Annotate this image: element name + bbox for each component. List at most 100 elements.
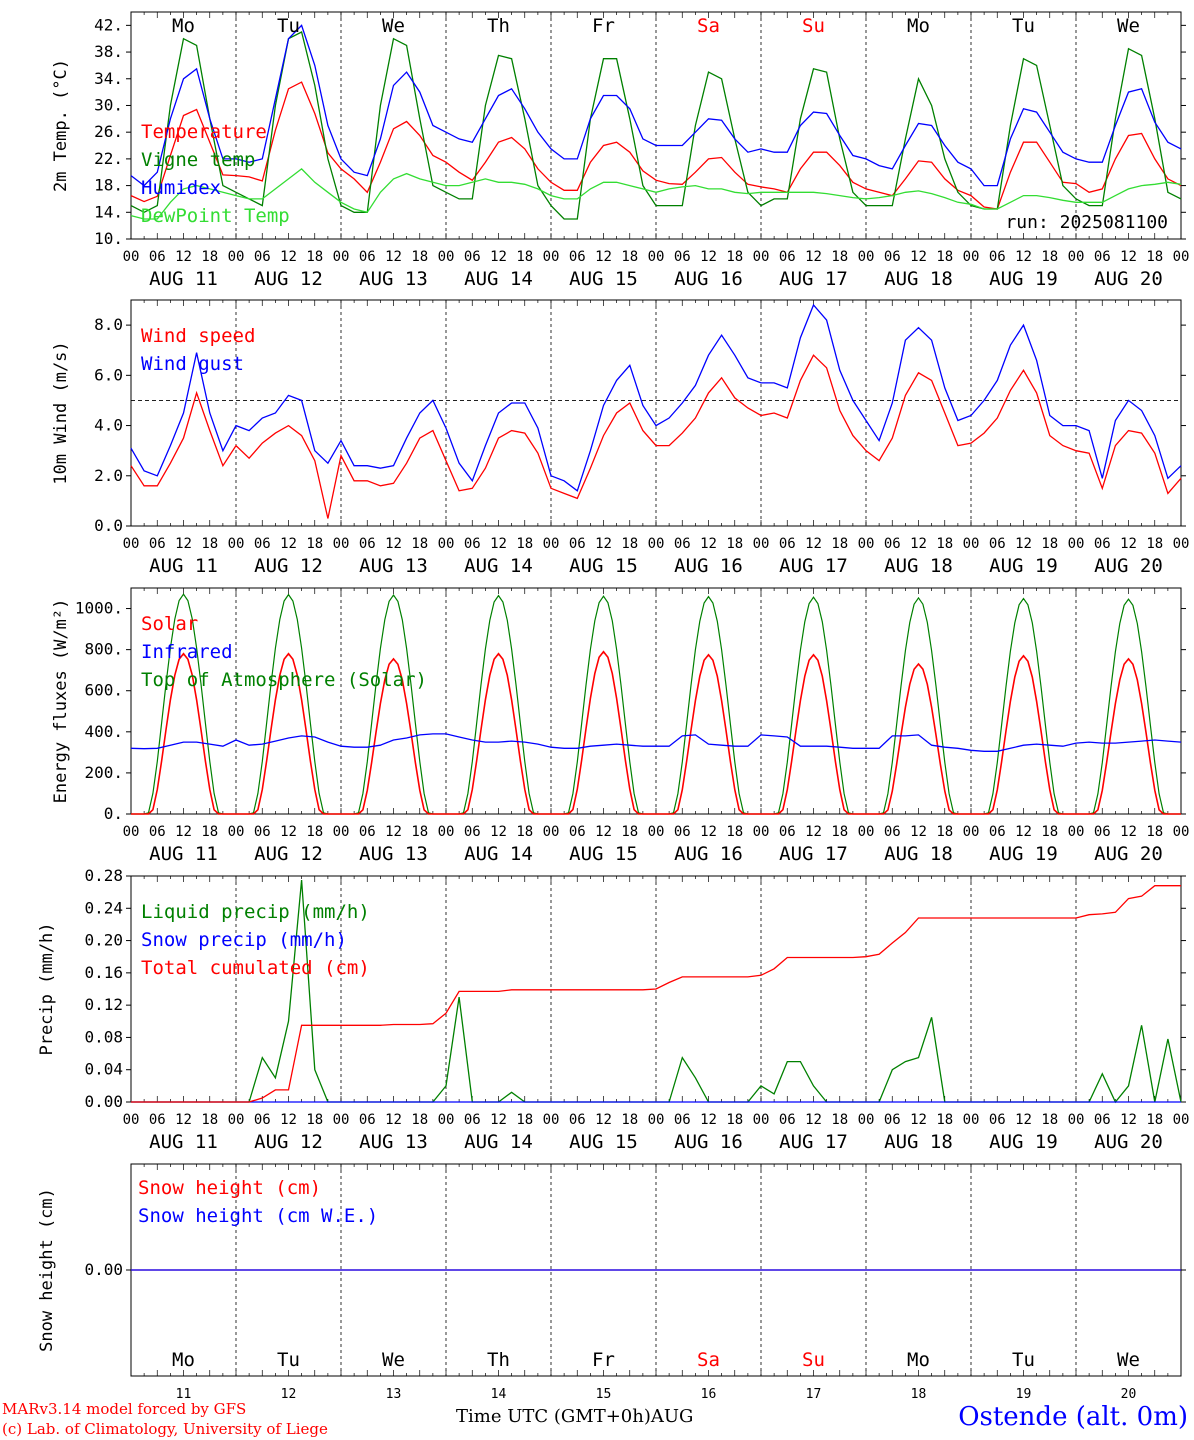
hour-tick-label: 12: [700, 824, 717, 840]
hour-tick-label: 12: [385, 824, 402, 840]
legend-entry: Temperature: [141, 121, 267, 143]
hour-tick-label: 12: [700, 1112, 717, 1128]
hour-tick-label: 12: [1015, 1112, 1032, 1128]
hour-tick-label: 18: [201, 824, 218, 840]
hour-tick-label: 06: [254, 824, 271, 840]
hour-tick-label: 06: [779, 824, 796, 840]
date-label: AUG 11: [149, 268, 218, 290]
hour-tick-label: 00: [858, 824, 875, 840]
weekday-label: Su: [802, 15, 825, 37]
weekday-label: Th: [487, 1349, 510, 1371]
date-label: AUG 15: [569, 555, 638, 577]
legend-entry: Snow height (cm W.E.): [138, 1205, 378, 1227]
date-label: AUG 13: [359, 268, 428, 290]
hour-tick-label: 00: [333, 824, 350, 840]
legend-entry: Liquid precip (mm/h): [141, 901, 370, 923]
series-2: [130, 303, 1182, 492]
date-label: AUG 15: [569, 1131, 638, 1153]
hour-tick-label: 00: [753, 824, 770, 840]
date-label: AUG 18: [884, 555, 953, 577]
hour-tick-label: 06: [779, 249, 796, 265]
date-label: AUG 18: [884, 843, 953, 865]
weekday-label: Sa: [697, 1349, 720, 1371]
hour-tick-label: 18: [411, 536, 428, 552]
hour-tick-label: 12: [700, 249, 717, 265]
hour-tick-label: 18: [621, 249, 638, 265]
y-tick-label: 34.: [94, 69, 123, 88]
day-number: 18: [911, 1387, 927, 1402]
hour-tick-label: 18: [1041, 824, 1058, 840]
hour-tick-label: 12: [1120, 824, 1137, 840]
series-1: [130, 354, 1182, 519]
hour-tick-label: 06: [884, 249, 901, 265]
hour-tick-label: 06: [989, 536, 1006, 552]
hour-tick-label: 06: [989, 249, 1006, 265]
hour-tick-label: 00: [543, 536, 560, 552]
hour-tick-label: 12: [1120, 536, 1137, 552]
hour-tick-label: 12: [1015, 824, 1032, 840]
panel-3: 0. 200. 400. 600. 800. 1000.Energy fluxes (W/…: [51, 587, 1189, 865]
panel-4: 0.00 0.04 0.08 0.12 0.16 0.20 0.24 0.28 Precip (…: [37, 866, 1189, 1153]
hour-tick-label: 00: [858, 1112, 875, 1128]
hour-tick-label: 18: [1041, 536, 1058, 552]
y-tick-label: 0.28: [84, 866, 123, 885]
y-tick-label: 0.00: [84, 1092, 123, 1111]
day-number: 11: [176, 1387, 192, 1402]
day-number: 20: [1121, 1387, 1137, 1402]
legend-entry: Total cumulated (cm): [141, 957, 370, 979]
weekday-label: Fr: [592, 1349, 615, 1371]
date-label: AUG 16: [674, 843, 743, 865]
day-number: 15: [596, 1387, 612, 1402]
hour-tick-label: 06: [884, 824, 901, 840]
hour-tick-label: 18: [621, 1112, 638, 1128]
hour-tick-label: 12: [1120, 249, 1137, 265]
hour-tick-label: 00: [228, 249, 245, 265]
hour-tick-label: 00: [963, 536, 980, 552]
hour-tick-label: 06: [464, 249, 481, 265]
hour-tick-label: 06: [884, 536, 901, 552]
hour-tick-label: 00: [123, 249, 140, 265]
date-label: AUG 11: [149, 1131, 218, 1153]
legend-entry: Wind speed: [141, 325, 255, 347]
hour-tick-label: 06: [254, 1112, 271, 1128]
y-tick-label: 6.0: [94, 365, 123, 384]
y-tick-label: 800.: [84, 640, 123, 659]
hour-tick-label: 06: [359, 824, 376, 840]
hour-tick-label: 06: [359, 536, 376, 552]
hour-tick-label: 12: [1015, 249, 1032, 265]
hour-tick-label: 18: [831, 249, 848, 265]
hour-tick-label: 18: [936, 536, 953, 552]
legend-entry: Snow height (cm): [138, 1177, 321, 1199]
series-infrared: [130, 733, 1182, 752]
date-label: AUG 12: [254, 1131, 323, 1153]
hour-tick-label: 06: [779, 1112, 796, 1128]
y-tick-label: 8.0: [94, 315, 123, 334]
series-1: [130, 81, 1182, 210]
hour-tick-label: 12: [490, 824, 507, 840]
series-3: [130, 24, 1182, 187]
date-label: AUG 15: [569, 268, 638, 290]
hour-tick-label: 12: [280, 1112, 297, 1128]
y-tick-label: 0.04: [84, 1060, 123, 1079]
y-tick-label: 0.0: [94, 516, 123, 535]
date-label: AUG 11: [149, 555, 218, 577]
y-tick-label: 400.: [84, 722, 123, 741]
hour-tick-label: 12: [595, 1112, 612, 1128]
date-label: AUG 17: [779, 555, 848, 577]
hour-tick-label: 00: [123, 824, 140, 840]
hour-tick-label: 12: [490, 249, 507, 265]
hour-tick-label: 00: [333, 1112, 350, 1128]
hour-tick-label: 00: [753, 249, 770, 265]
hour-tick-label: 12: [175, 1112, 192, 1128]
date-label: AUG 18: [884, 1131, 953, 1153]
weekday-label: We: [1117, 15, 1140, 37]
date-label: AUG 16: [674, 1131, 743, 1153]
y-tick-label: 600.: [84, 681, 123, 700]
date-label: AUG 19: [989, 555, 1058, 577]
series-4: [130, 168, 1182, 220]
hour-tick-label: 00: [228, 536, 245, 552]
hour-tick-label: 00: [1173, 1112, 1190, 1128]
hour-tick-label: 18: [516, 249, 533, 265]
day-number: 13: [386, 1387, 402, 1402]
hour-tick-label: 12: [805, 1112, 822, 1128]
